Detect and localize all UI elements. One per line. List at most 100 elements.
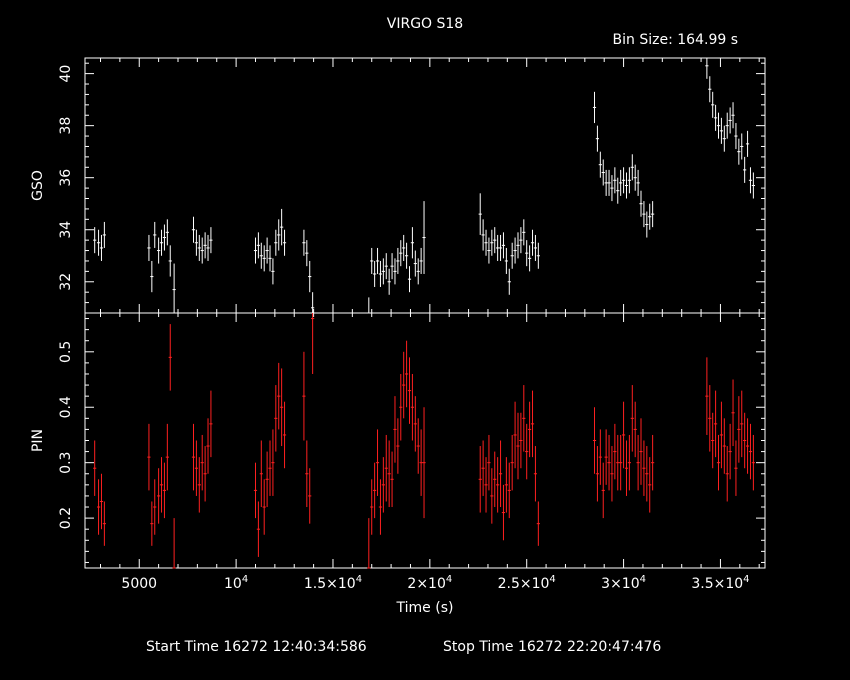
pin-data-point (607, 434, 611, 491)
pin-data-point (621, 401, 626, 469)
pin-data-point (513, 401, 517, 469)
gso-data-point (501, 232, 506, 259)
x-tick-label: 2.5×104 (498, 574, 556, 592)
gso-data-point (619, 169, 623, 196)
pin-data-point (731, 379, 735, 447)
pin-data-point (719, 401, 723, 469)
pin-data-point (203, 446, 207, 502)
pin-data-point (745, 418, 750, 474)
gso-data-point (513, 237, 517, 264)
pin-data-point (734, 440, 738, 496)
pin-data-point (410, 373, 414, 441)
pin-data-point (206, 418, 210, 474)
pin-data-point (280, 368, 284, 447)
pin-data-point (496, 457, 500, 513)
gso-data-point (147, 234, 151, 261)
pin-panel: 0.2 0.3 0.4 0.5 PIN 5000 104 1.5×104 2×104 2.5×10… (30, 312, 766, 592)
pin-data-point (302, 351, 306, 441)
pin-data-point (159, 457, 164, 513)
gso-data-point (484, 229, 488, 256)
pin-y-tick-label: 0.5 (58, 341, 74, 363)
x-tick-label: 3.5×104 (691, 574, 749, 592)
gso-data-point (282, 229, 287, 256)
pin-data-point (528, 401, 532, 458)
gso-data-point (96, 229, 101, 256)
pin-data-point (633, 401, 637, 458)
pin-y-tick-label: 0.4 (58, 396, 74, 418)
pin-data-point (197, 457, 201, 513)
pin-data-point (259, 440, 263, 508)
pin-data-point (516, 412, 520, 480)
gso-data-point (302, 229, 306, 256)
pin-data-point (308, 468, 312, 524)
gso-data-point (165, 219, 169, 246)
gso-data-point (743, 156, 747, 183)
pin-data-point (375, 429, 380, 496)
gso-data-point (191, 216, 196, 243)
pin-data-point (407, 357, 412, 424)
gso-data-point (419, 247, 423, 274)
gso-data-point (711, 91, 715, 118)
pin-data-point (277, 362, 281, 430)
pin-data-point (630, 385, 634, 452)
gso-data-point (200, 237, 204, 264)
pin-data-point (413, 396, 417, 452)
pin-data-point (102, 501, 106, 546)
gso-data-point (478, 193, 482, 235)
pin-data-point (592, 407, 597, 474)
gso-data-point (716, 112, 721, 139)
gso-data-point (407, 266, 412, 293)
pin-data-point (147, 423, 151, 491)
gso-data-point (197, 234, 201, 261)
gso-data-point (630, 154, 634, 181)
pin-y-axis-label: PIN (30, 429, 46, 452)
gso-data-point (410, 227, 414, 259)
gso-data-point (621, 167, 626, 194)
pin-data-point (373, 462, 377, 519)
gso-data-point (705, 58, 709, 79)
pin-data-point (530, 390, 535, 458)
pin-data-point (705, 357, 709, 435)
x-tick-label: 5000 (121, 576, 157, 592)
pin-data-point (627, 434, 631, 491)
gso-data-point (748, 167, 753, 194)
pin-data-point (153, 479, 157, 535)
gso-y-tick-label: 36 (58, 169, 74, 187)
pin-data-point (99, 473, 104, 530)
pin-y-tick-label: 0.3 (58, 452, 74, 474)
pin-data-point (743, 412, 747, 469)
gso-data-point (305, 240, 309, 267)
pin-data-point (311, 313, 315, 374)
pin-data-point (399, 373, 403, 441)
pin-data-point (728, 423, 732, 480)
gso-data-point (253, 237, 258, 264)
pin-data-point (722, 418, 726, 474)
pin-data-point (172, 518, 176, 569)
pin-data-point (157, 468, 161, 524)
pin-data-point (651, 434, 655, 491)
pin-data-point (619, 434, 623, 491)
pin-data-point (478, 446, 482, 513)
pin-data-point (262, 479, 266, 535)
pin-data-point (748, 423, 753, 480)
gso-data-point (598, 151, 602, 178)
gso-data-point (607, 169, 611, 196)
gso-y-tick-label: 40 (58, 65, 74, 83)
gso-data-point (390, 253, 394, 280)
pin-data-point (168, 324, 172, 391)
pin-data-point (282, 401, 287, 469)
pin-data-point (740, 390, 744, 458)
gso-data-point (536, 242, 540, 269)
pin-data-point (200, 434, 204, 491)
gso-data-point (728, 107, 732, 134)
gso-data-point (642, 201, 646, 228)
chart-title: VIRGO S18 (387, 16, 463, 32)
gso-data-point (519, 227, 523, 254)
gso-data-point (610, 175, 614, 202)
gso-data-point (159, 229, 164, 256)
gso-data-point (498, 234, 503, 261)
pin-data-point (536, 501, 540, 546)
gso-data-point (405, 242, 409, 269)
gso-data-point (172, 263, 176, 313)
